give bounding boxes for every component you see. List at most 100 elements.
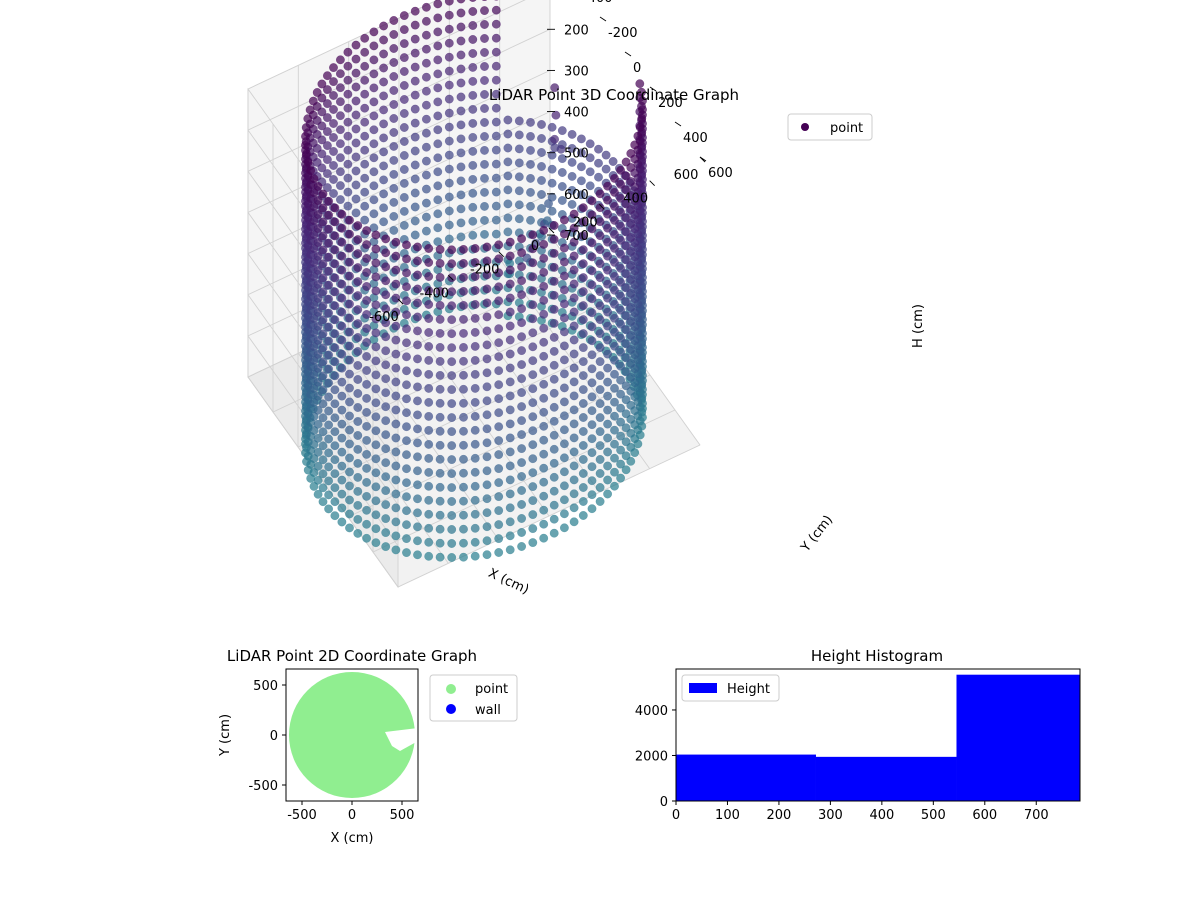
point-3d bbox=[480, 229, 489, 239]
tick-label-x-3d: 0 bbox=[531, 239, 539, 254]
point-3d bbox=[468, 104, 478, 114]
point-3d bbox=[587, 336, 597, 346]
point-3d bbox=[424, 439, 434, 449]
point-3d bbox=[587, 308, 597, 318]
point-3d bbox=[379, 21, 389, 31]
point-3d bbox=[399, 220, 409, 230]
point-3d bbox=[491, 75, 501, 85]
point-3d bbox=[391, 251, 401, 261]
point-3d bbox=[337, 237, 347, 247]
point-3d bbox=[309, 454, 319, 463]
point-3d bbox=[345, 229, 354, 239]
point-3d bbox=[399, 39, 409, 49]
histogram-bar bbox=[956, 674, 1080, 801]
point-3d bbox=[351, 110, 361, 120]
point-3d bbox=[410, 146, 420, 156]
point-3d bbox=[301, 140, 310, 150]
point-3d bbox=[610, 229, 619, 239]
point-3d bbox=[313, 238, 323, 247]
point-3d bbox=[353, 221, 363, 231]
point-3d bbox=[309, 356, 319, 365]
point-3d bbox=[362, 463, 372, 473]
point-3d bbox=[362, 310, 372, 319]
point-3d bbox=[637, 87, 646, 97]
point-3d bbox=[447, 427, 457, 437]
point-3d bbox=[324, 462, 334, 472]
point-3d bbox=[351, 124, 361, 134]
point-3d bbox=[595, 189, 605, 199]
point-3d bbox=[369, 27, 379, 37]
point-3d bbox=[608, 157, 618, 166]
point-3d bbox=[322, 85, 332, 95]
point-3d bbox=[309, 384, 319, 393]
point-3d bbox=[360, 145, 370, 155]
point-3d bbox=[424, 509, 434, 519]
point-3d bbox=[539, 505, 549, 515]
point-3d bbox=[587, 364, 597, 374]
point-3d bbox=[369, 55, 379, 65]
point-3d bbox=[330, 315, 340, 325]
point-3d bbox=[482, 326, 492, 336]
point-disc-2d bbox=[289, 672, 415, 798]
point-3d bbox=[526, 145, 535, 155]
point-3d bbox=[559, 299, 569, 309]
point-3d bbox=[595, 413, 605, 423]
point-3d bbox=[447, 469, 457, 479]
point-3d bbox=[517, 234, 527, 244]
point-3d bbox=[595, 259, 605, 269]
point-3d bbox=[371, 356, 381, 366]
point-3d bbox=[610, 271, 619, 281]
point-3d bbox=[444, 122, 454, 132]
point-3d bbox=[360, 215, 370, 225]
point-3d bbox=[559, 257, 569, 267]
point-3d bbox=[318, 245, 328, 255]
point-3d bbox=[435, 384, 445, 394]
point-3d bbox=[459, 468, 468, 478]
point-3d bbox=[381, 486, 391, 496]
point-3d bbox=[539, 365, 549, 375]
point-3d bbox=[379, 35, 389, 45]
point-3d bbox=[329, 189, 338, 198]
point-3d bbox=[330, 385, 340, 395]
point-3d bbox=[389, 44, 399, 53]
point-3d bbox=[470, 537, 480, 547]
point-3d bbox=[610, 369, 619, 379]
point-3d bbox=[549, 472, 559, 482]
point-3d bbox=[381, 528, 391, 538]
point-3d bbox=[587, 504, 597, 514]
point-3d bbox=[421, 72, 431, 82]
point-3d bbox=[539, 463, 549, 473]
point-3d bbox=[549, 276, 559, 286]
point-3d bbox=[381, 388, 391, 398]
point-3d bbox=[371, 314, 381, 324]
point-3d bbox=[482, 382, 492, 392]
point-3d bbox=[517, 318, 527, 328]
point-3d bbox=[494, 464, 504, 474]
point-3d bbox=[505, 251, 515, 261]
point-3d bbox=[303, 157, 313, 167]
point-3d bbox=[330, 245, 340, 255]
point-3d bbox=[528, 370, 538, 380]
point-3d bbox=[433, 167, 443, 177]
point-3d bbox=[480, 215, 489, 225]
point-3d bbox=[360, 187, 370, 197]
point-3d bbox=[329, 91, 338, 100]
point-3d bbox=[578, 399, 588, 408]
point-3d bbox=[459, 272, 468, 282]
point-3d bbox=[616, 277, 626, 287]
point-3d bbox=[337, 433, 347, 443]
point-3d bbox=[456, 204, 466, 214]
tick-label-x-histogram: 500 bbox=[921, 808, 946, 823]
tick-x-3d bbox=[448, 275, 454, 281]
point-3d bbox=[557, 126, 567, 136]
point-3d bbox=[621, 395, 631, 405]
point-3d bbox=[482, 494, 492, 504]
point-3d bbox=[379, 189, 389, 199]
point-3d bbox=[459, 286, 468, 296]
point-3d bbox=[468, 146, 478, 156]
point-3d bbox=[351, 194, 361, 204]
point-3d bbox=[610, 257, 619, 267]
point-3d bbox=[402, 352, 411, 362]
point-3d bbox=[482, 270, 492, 280]
point-3d bbox=[421, 114, 431, 124]
